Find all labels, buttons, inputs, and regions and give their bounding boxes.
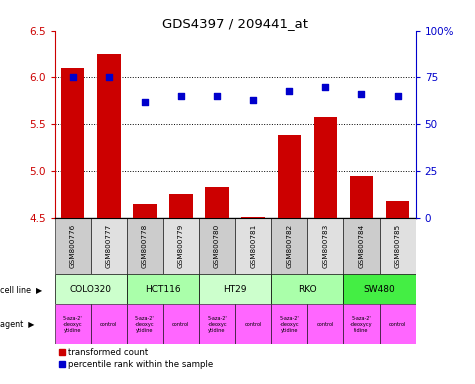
Text: cell line  ▶: cell line ▶ [0,285,43,294]
Text: GSM800782: GSM800782 [286,224,292,268]
Text: 5-aza-2'
-deoxyc
ytidine: 5-aza-2' -deoxyc ytidine [63,316,83,333]
Text: GSM800785: GSM800785 [395,224,400,268]
Point [358,91,365,97]
FancyBboxPatch shape [91,218,127,274]
FancyBboxPatch shape [235,218,271,274]
Bar [271,305,307,344]
Bar [163,305,199,344]
Bar [91,305,127,344]
FancyBboxPatch shape [380,218,416,274]
Bar [350,175,373,218]
Text: 5-aza-2'
-deoxyc
ytidine: 5-aza-2' -deoxyc ytidine [279,316,299,333]
Text: GSM800779: GSM800779 [178,224,184,268]
Text: RKO: RKO [298,285,317,294]
Point [177,93,185,99]
Text: control: control [245,322,262,327]
Title: GDS4397 / 209441_at: GDS4397 / 209441_at [162,17,308,30]
Point [249,97,257,103]
Text: HCT116: HCT116 [145,285,180,294]
Bar [343,305,380,344]
Text: GSM800776: GSM800776 [70,224,76,268]
Text: control: control [172,322,190,327]
Text: 5-aza-2'
-deoxyc
ytidine: 5-aza-2' -deoxyc ytidine [135,316,155,333]
Text: 5-aza-2'
-deoxycy
tidine: 5-aza-2' -deoxycy tidine [350,316,373,333]
Point [394,93,401,99]
Bar [386,201,409,218]
FancyBboxPatch shape [163,218,199,274]
Bar [97,54,121,218]
FancyBboxPatch shape [271,218,307,274]
Bar [169,194,193,218]
Bar [271,274,343,305]
Text: agent  ▶: agent ▶ [0,320,35,329]
Point [285,88,293,94]
Legend: transformed count, percentile rank within the sample: transformed count, percentile rank withi… [55,345,217,372]
FancyBboxPatch shape [343,218,380,274]
Bar [127,274,199,305]
Point [141,99,149,105]
Bar [241,217,265,218]
Text: GSM800778: GSM800778 [142,224,148,268]
Bar [307,305,343,344]
Bar [314,117,337,218]
Text: COLO320: COLO320 [70,285,112,294]
FancyBboxPatch shape [307,218,343,274]
Text: control: control [317,322,334,327]
Bar [55,274,127,305]
Bar [199,305,235,344]
Text: control: control [389,322,406,327]
Point [69,74,76,81]
Bar [199,274,271,305]
Bar [205,187,229,218]
Bar [277,136,301,218]
Text: GSM800783: GSM800783 [323,224,328,268]
Point [322,84,329,90]
FancyBboxPatch shape [127,218,163,274]
Text: 5-aza-2'
-deoxyc
ytidine: 5-aza-2' -deoxyc ytidine [207,316,227,333]
Text: GSM800781: GSM800781 [250,224,256,268]
Point [105,74,113,81]
Bar [61,68,85,218]
FancyBboxPatch shape [199,218,235,274]
Text: control: control [100,322,117,327]
Bar [343,274,416,305]
Text: GSM800784: GSM800784 [359,224,364,268]
Text: GSM800780: GSM800780 [214,224,220,268]
Bar [133,204,157,218]
Bar [380,305,416,344]
Text: SW480: SW480 [364,285,395,294]
Text: GSM800777: GSM800777 [106,224,112,268]
Bar [55,305,91,344]
FancyBboxPatch shape [55,218,91,274]
Bar [127,305,163,344]
Text: HT29: HT29 [223,285,247,294]
Point [213,93,221,99]
Bar [235,305,271,344]
